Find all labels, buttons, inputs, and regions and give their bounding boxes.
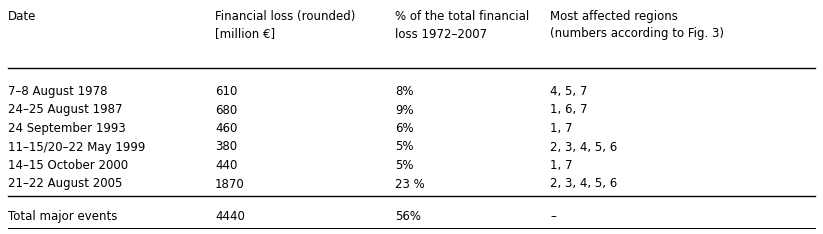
Text: 21–22 August 2005: 21–22 August 2005 <box>8 178 123 190</box>
Text: 380: 380 <box>215 140 237 154</box>
Text: 24 September 1993: 24 September 1993 <box>8 122 126 135</box>
Text: 1, 7: 1, 7 <box>550 122 573 135</box>
Text: Financial loss (rounded)
[million €]: Financial loss (rounded) [million €] <box>215 10 356 40</box>
Text: 1870: 1870 <box>215 178 244 190</box>
Text: 1, 6, 7: 1, 6, 7 <box>550 103 588 117</box>
Text: 5%: 5% <box>395 159 413 172</box>
Text: 680: 680 <box>215 103 237 117</box>
Text: 24–25 August 1987: 24–25 August 1987 <box>8 103 123 117</box>
Text: 7–8 August 1978: 7–8 August 1978 <box>8 85 108 98</box>
Text: 8%: 8% <box>395 85 413 98</box>
Text: –: – <box>550 210 556 223</box>
Text: 5%: 5% <box>395 140 413 154</box>
Text: % of the total financial
loss 1972–2007: % of the total financial loss 1972–2007 <box>395 10 529 40</box>
Text: 6%: 6% <box>395 122 414 135</box>
Text: 2, 3, 4, 5, 6: 2, 3, 4, 5, 6 <box>550 178 617 190</box>
Text: 9%: 9% <box>395 103 414 117</box>
Text: 23 %: 23 % <box>395 178 425 190</box>
Text: 610: 610 <box>215 85 237 98</box>
Text: 440: 440 <box>215 159 237 172</box>
Text: 14–15 October 2000: 14–15 October 2000 <box>8 159 128 172</box>
Text: 4440: 4440 <box>215 210 245 223</box>
Text: 56%: 56% <box>395 210 421 223</box>
Text: Date: Date <box>8 10 36 23</box>
Text: 1, 7: 1, 7 <box>550 159 573 172</box>
Text: Total major events: Total major events <box>8 210 118 223</box>
Text: 4, 5, 7: 4, 5, 7 <box>550 85 588 98</box>
Text: 460: 460 <box>215 122 237 135</box>
Text: 11–15/20–22 May 1999: 11–15/20–22 May 1999 <box>8 140 146 154</box>
Text: Most affected regions
(numbers according to Fig. 3): Most affected regions (numbers according… <box>550 10 724 40</box>
Text: 2, 3, 4, 5, 6: 2, 3, 4, 5, 6 <box>550 140 617 154</box>
